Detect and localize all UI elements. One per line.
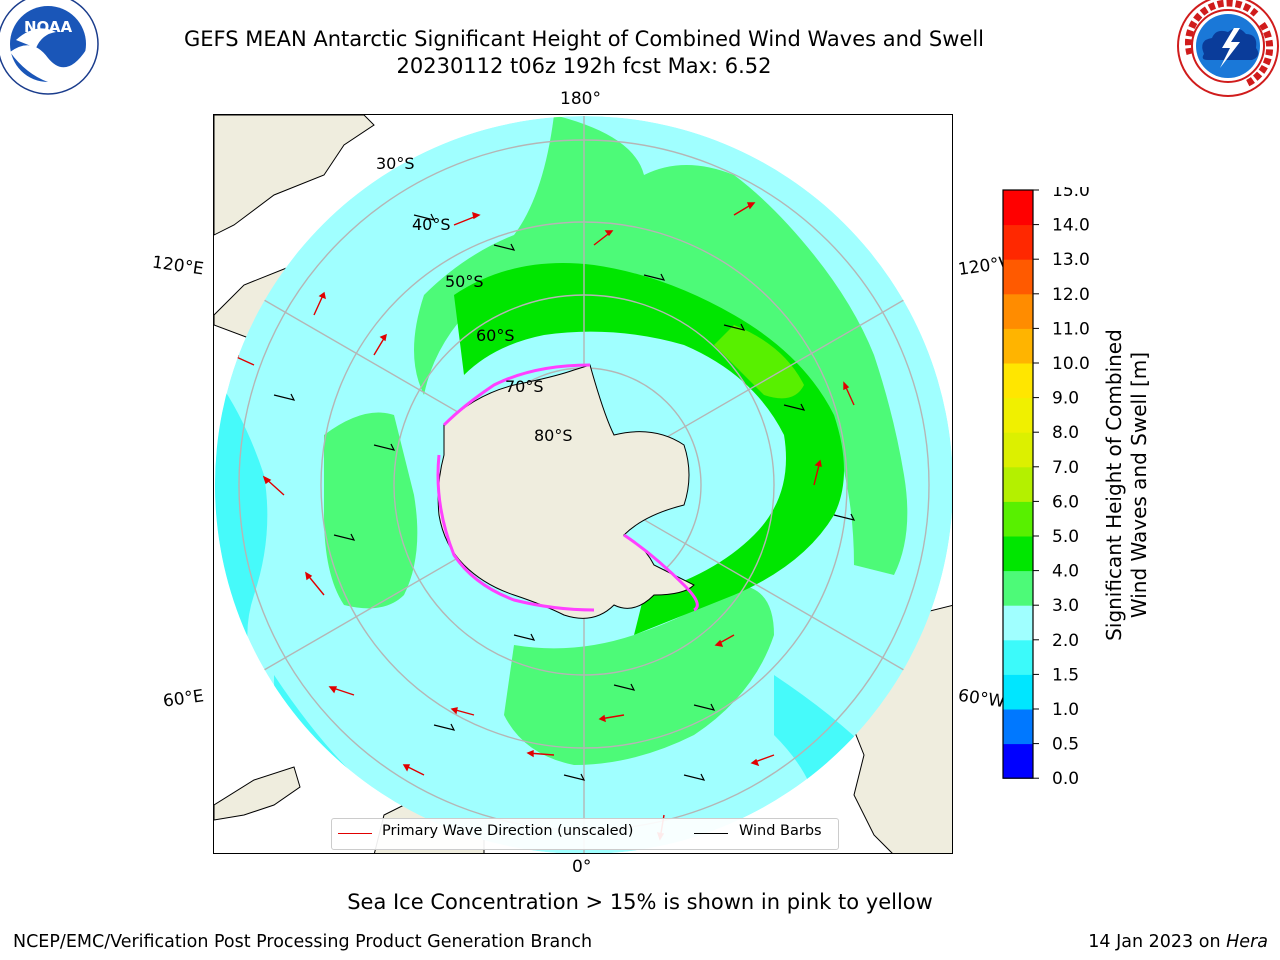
footer-credit: NCEP/EMC/Verification Post Processing Pr… [13, 932, 593, 952]
map-panel[interactable]: 30°S 40°S 50°S 60°S 70°S 80°S [213, 114, 953, 854]
colorbar-segment [1003, 743, 1033, 779]
colorbar: 0.0 0.5 1.0 1.5 2.0 3.0 4.0 5.0 6.0 7.0 8.0 9.0 10.0… [1002, 181, 1102, 791]
colorbar-segment [1003, 224, 1033, 260]
colorbar-frame [1002, 189, 1034, 779]
legend-wave-swatch [338, 833, 372, 834]
colorbar-tick-label: 15.0 [1052, 187, 1090, 201]
colorbar-segment [1003, 293, 1033, 329]
legend-barb-label: Wind Barbs [739, 823, 822, 839]
colorbar-tick-label: 0.5 [1052, 735, 1079, 755]
legend-wave-label: Primary Wave Direction (unscaled) [382, 823, 634, 839]
colorbar-segment [1003, 674, 1033, 710]
colorbar-tick-label: 10.0 [1052, 354, 1090, 374]
latitude-labels: 30°S 40°S 50°S 60°S 70°S 80°S [376, 154, 573, 445]
colorbar-tick-label: 11.0 [1052, 319, 1090, 339]
lat-label-60s: 60°S [476, 326, 515, 345]
colorbar-label-line2: Wind Waves and Swell [m] [1127, 351, 1151, 619]
colorbar-tick-label: 1.5 [1052, 665, 1079, 685]
colorbar-segment [1003, 259, 1033, 295]
lon-label-60e: 60°E [161, 686, 206, 712]
lat-label-40s: 40°S [412, 215, 451, 234]
colorbar-tick-label: 3.0 [1052, 596, 1079, 616]
wave-direction-arrows [230, 202, 855, 841]
antarctica [436, 363, 699, 619]
lon-label-180: 180° [560, 89, 601, 109]
colorbar-tick-label: 4.0 [1052, 562, 1079, 582]
colorbar-tick-label: 13.0 [1052, 250, 1090, 270]
colorbar-tick-label: 8.0 [1052, 423, 1079, 443]
colorbar-tick-label: 0.0 [1052, 769, 1079, 787]
colorbar-segment [1003, 639, 1033, 675]
lat-label-70s: 70°S [505, 377, 544, 396]
colorbar-segment [1003, 709, 1033, 745]
colorbar-segment [1003, 363, 1033, 399]
colorbar-segment [1003, 432, 1033, 468]
footer-host: Hera [1226, 932, 1268, 952]
colorbar-tick-label: 9.0 [1052, 389, 1079, 409]
colorbar-segment [1003, 466, 1033, 502]
lon-label-0: 0° [572, 857, 592, 877]
colorbar-segment [1003, 328, 1033, 364]
polar-map[interactable]: 30°S 40°S 50°S 60°S 70°S 80°S [214, 115, 953, 854]
lat-label-50s: 50°S [445, 272, 484, 291]
colorbar-label-line1: Significant Height of Combined [1102, 329, 1126, 641]
colorbar-tick-label: 14.0 [1052, 216, 1090, 236]
colorbar-label: Significant Height of Combined Wind Wave… [1102, 285, 1152, 685]
colorbar-tick-label: 7.0 [1052, 458, 1079, 478]
footer-date-text: 14 Jan 2023 on [1088, 932, 1221, 952]
colorbar-segment [1003, 190, 1033, 226]
wind-barbs [273, 213, 856, 781]
colorbar-segment [1003, 570, 1033, 606]
colorbar-segment [1003, 536, 1033, 572]
colorbar-tick-label: 5.0 [1052, 527, 1079, 547]
colorbar-segment [1003, 501, 1033, 537]
colorbar-segment [1003, 397, 1033, 433]
colorbar-tick-label: 6.0 [1052, 492, 1079, 512]
lat-label-80s: 80°S [534, 426, 573, 445]
sea-ice-caption: Sea Ice Concentration > 15% is shown in … [347, 890, 933, 914]
noaa-logo-text: NOAA [24, 18, 73, 36]
map-legend: Primary Wave Direction (unscaled) Wind B… [331, 818, 839, 850]
colorbar-tick-label: 12.0 [1052, 285, 1090, 305]
lon-label-120e: 120°E [150, 252, 205, 280]
legend-barb-swatch [694, 833, 728, 834]
nws-logo [1177, 0, 1279, 97]
noaa-logo: NOAA [0, 0, 99, 95]
footer-date: 14 Jan 2023 on Hera [1088, 932, 1268, 952]
colorbar-tick-label: 1.0 [1052, 700, 1079, 720]
map-subtitle: 20230112 t06z 192h fcst Max: 6.52 [396, 54, 772, 78]
colorbar-svg: 0.0 0.5 1.0 1.5 2.0 3.0 4.0 5.0 6.0 7.0 8.0 9.0 10.0… [1002, 181, 1090, 789]
colorbar-segment [1003, 605, 1033, 641]
colorbar-tick-label: 2.0 [1052, 631, 1079, 651]
map-title: GEFS MEAN Antarctic Significant Height o… [183, 27, 985, 51]
lat-label-30s: 30°S [376, 154, 415, 173]
lon-label-60w: 60°W [956, 685, 1007, 713]
